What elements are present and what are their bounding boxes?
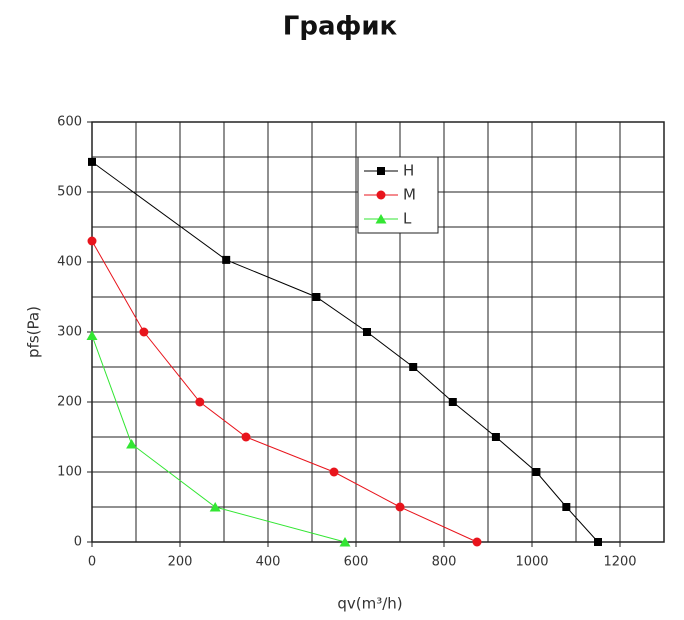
marker [87, 236, 97, 246]
marker [86, 330, 98, 340]
y-tick-label: 600 [57, 115, 82, 130]
series-line [91, 240, 478, 543]
marker [472, 537, 482, 547]
y-axis-label: pfs(Pa) [25, 306, 43, 358]
marker [395, 502, 405, 512]
marker [126, 439, 138, 449]
y-tick-label: 100 [57, 465, 82, 480]
y-tick-label: 300 [57, 325, 82, 340]
legend-label: M [403, 186, 416, 204]
x-tick-label: 0 [88, 555, 96, 570]
y-tick-label: 0 [74, 535, 82, 550]
marker [312, 293, 321, 301]
marker [491, 433, 500, 441]
x-axis-label: qv(m³/h) [337, 595, 402, 613]
x-tick-label: 200 [168, 555, 193, 570]
marker [339, 537, 351, 547]
series-line [91, 161, 599, 543]
marker [562, 503, 571, 511]
legend-label: H [403, 162, 414, 180]
x-tick-label: 800 [432, 555, 457, 570]
x-tick-label: 1000 [515, 555, 548, 570]
chart-title: График [283, 12, 398, 42]
marker [532, 468, 541, 476]
series-line [91, 335, 346, 543]
y-tick-label: 400 [57, 255, 82, 270]
marker [448, 398, 457, 406]
marker [363, 328, 371, 336]
y-tick-label: 200 [57, 395, 82, 410]
marker [594, 538, 602, 546]
legend-label: L [403, 210, 412, 228]
x-tick-label: 1200 [603, 555, 636, 570]
marker [195, 397, 205, 407]
y-tick-label: 500 [57, 185, 82, 200]
marker [241, 432, 251, 442]
marker [139, 327, 149, 337]
marker [209, 502, 221, 512]
x-tick-label: 600 [344, 555, 369, 570]
marker [329, 467, 339, 477]
marker [409, 363, 418, 371]
marker [222, 255, 231, 264]
marker [88, 157, 96, 166]
x-tick-label: 400 [256, 555, 281, 570]
legend-marker [376, 190, 386, 200]
legend-marker [375, 214, 387, 224]
legend-marker [377, 167, 385, 175]
